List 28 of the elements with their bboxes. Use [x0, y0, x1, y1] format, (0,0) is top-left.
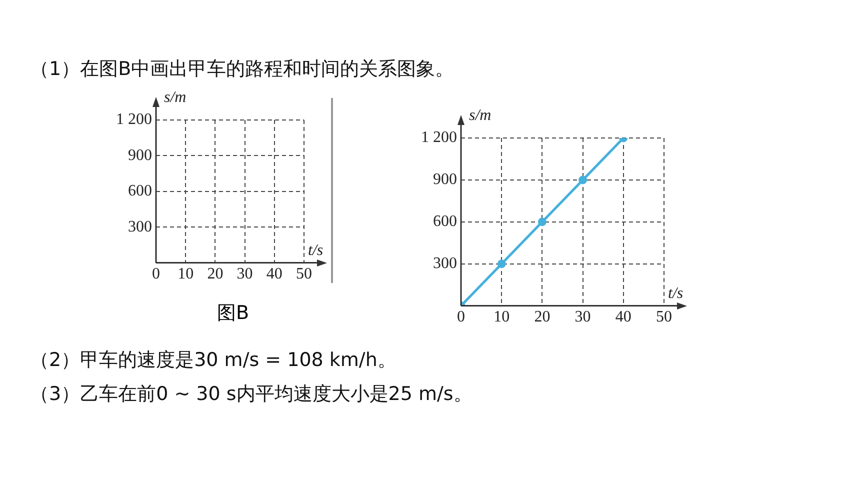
- x-tick-label: 20: [534, 308, 550, 326]
- x-tick-label: 50: [296, 266, 312, 283]
- text: 图B: [216, 301, 250, 326]
- y-axis-title: s/m: [164, 89, 186, 106]
- x-tick-label: 40: [615, 308, 632, 326]
- x-axis-title: t/s: [308, 242, 324, 260]
- x-tick-label: 0: [457, 308, 465, 326]
- x-tick-label: 10: [494, 308, 510, 326]
- text: （2）甲车的速度是30 m/s = 108 km/h。: [30, 348, 398, 373]
- y-tick-label: 900: [433, 171, 457, 188]
- x-tick-label: 50: [656, 308, 672, 326]
- y-tick-label: 300: [433, 255, 457, 272]
- chart-title: （1）在图B中画出甲车的路程和时间的关系图象。: [30, 57, 454, 82]
- x-axis-title: t/s: [668, 285, 684, 302]
- y-tick-label: 600: [433, 213, 457, 230]
- x-tick-label: 20: [207, 266, 224, 283]
- y-tick-label: 900: [128, 146, 152, 164]
- y-tick-label: 1 200: [421, 129, 457, 146]
- y-tick-label: 1 200: [116, 111, 152, 128]
- y-tick-label: 600: [128, 182, 152, 200]
- text: （3）乙车在前0 ~ 30 s内平均速度大小是25 m/s。: [30, 382, 472, 407]
- x-tick-label: 30: [236, 266, 253, 283]
- y-tick-label: 300: [128, 218, 152, 236]
- y-axis-title: s/m: [469, 107, 492, 124]
- x-tick-label: 40: [266, 266, 282, 283]
- x-tick-label: 10: [178, 266, 194, 283]
- x-tick-label: 30: [574, 308, 591, 326]
- x-tick-label: 0: [152, 266, 160, 283]
